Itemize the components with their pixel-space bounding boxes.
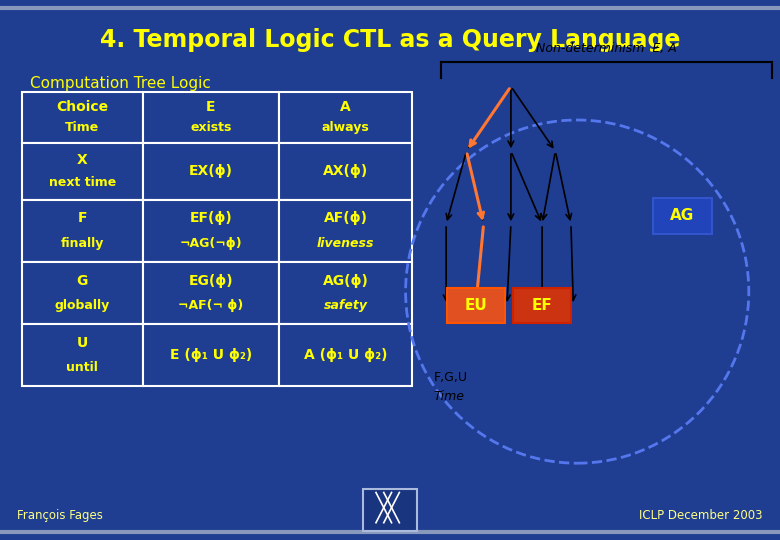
Text: Choice: Choice	[56, 100, 108, 114]
Text: E (ϕ₁ U ϕ₂): E (ϕ₁ U ϕ₂)	[170, 348, 252, 362]
Bar	[279, 143, 412, 200]
Text: Time: Time	[66, 121, 99, 134]
Text: exists: exists	[190, 121, 232, 134]
Text: X: X	[77, 153, 87, 167]
Bar	[143, 143, 279, 200]
Bar	[279, 324, 412, 386]
Bar	[143, 200, 279, 262]
Text: always: always	[321, 121, 370, 134]
Text: Non-determinism  E, A: Non-determinism E, A	[536, 42, 677, 55]
Bar	[143, 262, 279, 324]
Text: AG(ϕ): AG(ϕ)	[323, 274, 368, 287]
Text: liveness: liveness	[317, 237, 374, 250]
Bar	[22, 262, 143, 324]
Text: ¬AG(¬ϕ): ¬AG(¬ϕ)	[179, 237, 243, 250]
Text: A: A	[340, 100, 351, 114]
Text: next time: next time	[48, 176, 116, 190]
Bar	[22, 143, 143, 200]
Bar	[279, 92, 412, 143]
Text: safety: safety	[324, 299, 367, 312]
Text: AX(ϕ): AX(ϕ)	[323, 165, 368, 178]
Text: Time: Time	[434, 390, 465, 403]
Text: U: U	[76, 336, 88, 349]
Text: finally: finally	[61, 237, 104, 250]
FancyBboxPatch shape	[654, 198, 711, 233]
Text: until: until	[66, 361, 98, 374]
Text: globally: globally	[55, 299, 110, 312]
Bar	[22, 200, 143, 262]
Text: F: F	[77, 212, 87, 225]
Text: François Fages: François Fages	[17, 509, 103, 522]
FancyBboxPatch shape	[446, 287, 505, 322]
Text: EG(ϕ): EG(ϕ)	[189, 274, 233, 287]
Text: EF: EF	[532, 298, 552, 313]
FancyBboxPatch shape	[513, 287, 571, 322]
Text: AF(ϕ): AF(ϕ)	[324, 212, 367, 225]
Bar	[279, 262, 412, 324]
Text: G: G	[76, 274, 88, 287]
Text: ¬AF(¬ ϕ): ¬AF(¬ ϕ)	[179, 299, 243, 312]
Text: E: E	[206, 100, 216, 114]
Text: F,G,U: F,G,U	[434, 372, 468, 384]
Bar	[22, 92, 143, 143]
FancyBboxPatch shape	[363, 489, 417, 531]
Text: AG: AG	[670, 208, 695, 224]
Bar	[143, 324, 279, 386]
Text: Computation Tree Logic: Computation Tree Logic	[30, 76, 211, 91]
Text: EX(ϕ): EX(ϕ)	[189, 165, 233, 178]
Bar	[279, 200, 412, 262]
Text: EU: EU	[464, 298, 488, 313]
Text: 4. Temporal Logic CTL as a Query Language: 4. Temporal Logic CTL as a Query Languag…	[100, 29, 680, 52]
Text: A (ϕ₁ U ϕ₂): A (ϕ₁ U ϕ₂)	[303, 348, 388, 362]
Text: ICLP December 2003: ICLP December 2003	[640, 509, 763, 522]
Text: EF(ϕ): EF(ϕ)	[190, 212, 232, 225]
Bar	[22, 324, 143, 386]
Bar	[143, 92, 279, 143]
